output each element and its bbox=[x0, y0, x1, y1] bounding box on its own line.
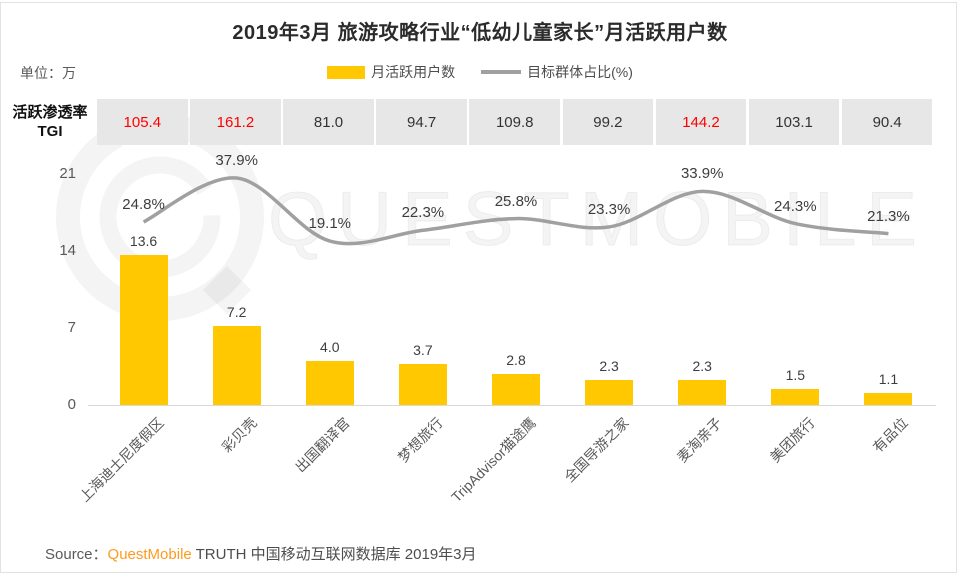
line-series-swatch bbox=[481, 70, 522, 74]
tgi-row-header: 活跃渗透率 TGI bbox=[6, 99, 94, 145]
questmobile-text-watermark: QUESTMOBILE bbox=[268, 177, 927, 263]
tgi-value-cell: 161.2 bbox=[190, 99, 281, 145]
line-value-label: 23.3% bbox=[587, 200, 631, 218]
legend-bar-label: 月活跃用户数 bbox=[371, 64, 456, 80]
y-axis-tick-label: 21 bbox=[59, 165, 76, 182]
y-axis-tick-label: 7 bbox=[67, 319, 76, 336]
line-value-label: 22.3% bbox=[401, 204, 445, 222]
bar bbox=[678, 379, 727, 405]
bar bbox=[585, 379, 634, 405]
tgi-value-cell: 144.2 bbox=[655, 99, 747, 145]
tgi-value-cell: 99.2 bbox=[562, 99, 654, 145]
bar bbox=[864, 392, 913, 405]
line-value-label: 33.9% bbox=[680, 165, 724, 183]
line-value-label: 21.3% bbox=[867, 207, 910, 225]
page-title: 2019年3月 旅游攻略行业“低幼儿童家长”月活跃用户数 bbox=[232, 22, 728, 44]
legend-item-line: 目标群体占比(%) bbox=[481, 62, 633, 82]
line-value-label: 24.8% bbox=[122, 195, 165, 213]
line-value-label: 19.1% bbox=[308, 215, 352, 232]
tgi-header-line1: 活跃渗透率 bbox=[12, 103, 88, 121]
legend: 月活跃用户数 目标群体占比(%) bbox=[0, 62, 960, 82]
bar-value-label: 13.6 bbox=[129, 233, 158, 250]
unit-label: 单位：万 bbox=[20, 65, 76, 81]
legend-line-label: 目标群体占比(%) bbox=[527, 64, 633, 80]
y-axis-tick-label: 0 bbox=[67, 396, 76, 413]
bar bbox=[212, 325, 261, 405]
bar bbox=[398, 364, 447, 405]
bar-value-label: 2.3 bbox=[692, 357, 712, 374]
source-note: Source：QuestMobile TRUTH 中国移动互联网数据库 2019… bbox=[45, 543, 477, 564]
line-value-label: 37.9% bbox=[215, 152, 258, 170]
bar-value-label: 4.0 bbox=[320, 339, 340, 355]
bar bbox=[492, 374, 540, 405]
tgi-header-line2: TGI bbox=[37, 123, 63, 140]
bar bbox=[771, 388, 820, 405]
line-value-label: 24.3% bbox=[774, 197, 817, 215]
x-axis-line bbox=[88, 405, 936, 406]
bar-value-label: 1.1 bbox=[878, 370, 899, 387]
bar bbox=[305, 361, 354, 405]
tgi-value-cell: 105.4 bbox=[97, 99, 188, 145]
tgi-value-cell: 90.4 bbox=[841, 99, 933, 145]
source-brand: QuestMobile bbox=[107, 546, 192, 563]
tgi-value-cell: 109.8 bbox=[469, 99, 561, 145]
bar-value-label: 2.3 bbox=[599, 357, 619, 374]
line-value-label: 25.8% bbox=[494, 192, 538, 210]
legend-item-bar: 月活跃用户数 bbox=[327, 62, 455, 82]
tgi-value-cell: 94.7 bbox=[376, 99, 467, 145]
bar-value-label: 7.2 bbox=[226, 303, 247, 320]
bar-value-label: 2.8 bbox=[506, 352, 526, 369]
y-axis-tick-label: 14 bbox=[59, 242, 76, 259]
bar-value-label: 1.5 bbox=[785, 366, 806, 383]
source-prefix: Source： bbox=[45, 546, 108, 563]
bar-series-swatch bbox=[327, 65, 366, 79]
source-suffix: TRUTH 中国移动互联网数据库 2019年3月 bbox=[191, 546, 477, 563]
tgi-value-cell: 103.1 bbox=[748, 99, 840, 145]
tgi-value-cell: 81.0 bbox=[283, 99, 374, 145]
bar-value-label: 3.7 bbox=[413, 342, 433, 359]
bar bbox=[119, 255, 168, 405]
